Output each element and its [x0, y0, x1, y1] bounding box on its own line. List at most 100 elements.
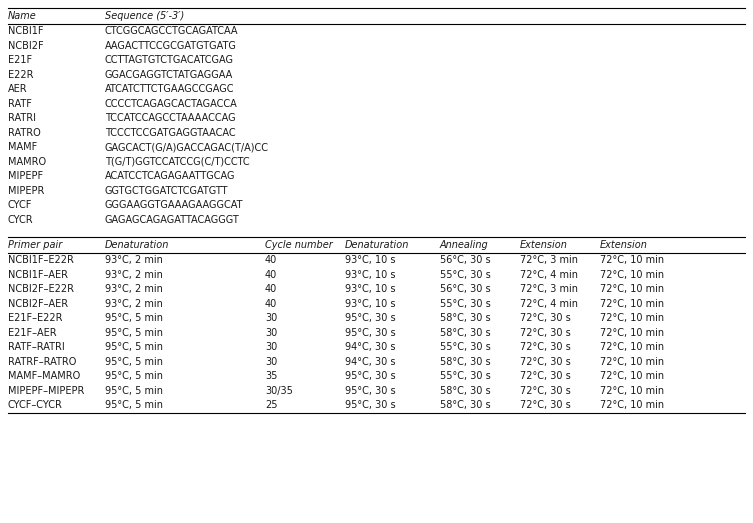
Text: 72°C, 10 min: 72°C, 10 min	[600, 342, 664, 353]
Text: 95°C, 5 min: 95°C, 5 min	[105, 371, 163, 381]
Text: MAMF: MAMF	[8, 142, 37, 152]
Text: 30: 30	[265, 342, 277, 353]
Text: Extension: Extension	[520, 240, 568, 250]
Text: RATF: RATF	[8, 99, 32, 109]
Text: E22R: E22R	[8, 70, 33, 79]
Text: MAMRO: MAMRO	[8, 157, 46, 167]
Text: 72°C, 10 min: 72°C, 10 min	[600, 400, 664, 410]
Text: 72°C, 30 s: 72°C, 30 s	[520, 371, 571, 381]
Text: Name: Name	[8, 11, 37, 21]
Text: 93°C, 10 s: 93°C, 10 s	[345, 299, 395, 309]
Text: CTCGGCAGCCTGCAGATCAA: CTCGGCAGCCTGCAGATCAA	[105, 26, 239, 36]
Text: GAGCACT(G/A)GACCAGAC(T/A)CC: GAGCACT(G/A)GACCAGAC(T/A)CC	[105, 142, 269, 152]
Text: 72°C, 10 min: 72°C, 10 min	[600, 371, 664, 381]
Text: 72°C, 10 min: 72°C, 10 min	[600, 299, 664, 309]
Text: NCBI2F–AER: NCBI2F–AER	[8, 299, 68, 309]
Text: 40: 40	[265, 255, 277, 265]
Text: 72°C, 10 min: 72°C, 10 min	[600, 386, 664, 396]
Text: 30: 30	[265, 313, 277, 323]
Text: E21F–E22R: E21F–E22R	[8, 313, 62, 323]
Text: 58°C, 30 s: 58°C, 30 s	[440, 328, 491, 338]
Text: 95°C, 30 s: 95°C, 30 s	[345, 400, 395, 410]
Text: 72°C, 30 s: 72°C, 30 s	[520, 386, 571, 396]
Text: 55°C, 30 s: 55°C, 30 s	[440, 371, 491, 381]
Text: GGACGAGGTCTATGAGGAA: GGACGAGGTCTATGAGGAA	[105, 70, 233, 79]
Text: AER: AER	[8, 84, 28, 94]
Text: 72°C, 10 min: 72°C, 10 min	[600, 284, 664, 294]
Text: 72°C, 30 s: 72°C, 30 s	[520, 342, 571, 353]
Text: E21F–AER: E21F–AER	[8, 328, 56, 338]
Text: ATCATCTTCTGAAGCCGAGC: ATCATCTTCTGAAGCCGAGC	[105, 84, 234, 94]
Text: NCBI2F: NCBI2F	[8, 41, 44, 51]
Text: CCCCTCAGAGCACTAGACCA: CCCCTCAGAGCACTAGACCA	[105, 99, 238, 109]
Text: 58°C, 30 s: 58°C, 30 s	[440, 313, 491, 323]
Text: 56°C, 30 s: 56°C, 30 s	[440, 284, 491, 294]
Text: 25: 25	[265, 400, 278, 410]
Text: 95°C, 30 s: 95°C, 30 s	[345, 386, 395, 396]
Text: 72°C, 3 min: 72°C, 3 min	[520, 284, 578, 294]
Text: MIPEPR: MIPEPR	[8, 186, 44, 196]
Text: 93°C, 10 s: 93°C, 10 s	[345, 270, 395, 280]
Text: Extension: Extension	[600, 240, 648, 250]
Text: 93°C, 10 s: 93°C, 10 s	[345, 255, 395, 265]
Text: CYCF: CYCF	[8, 200, 32, 210]
Text: NCBI1F–AER: NCBI1F–AER	[8, 270, 68, 280]
Text: Primer pair: Primer pair	[8, 240, 62, 250]
Text: 95°C, 5 min: 95°C, 5 min	[105, 386, 163, 396]
Text: 40: 40	[265, 284, 277, 294]
Text: 55°C, 30 s: 55°C, 30 s	[440, 270, 491, 280]
Text: 95°C, 5 min: 95°C, 5 min	[105, 328, 163, 338]
Text: RATF–RATRI: RATF–RATRI	[8, 342, 65, 353]
Text: MIPEPF: MIPEPF	[8, 171, 43, 181]
Text: 55°C, 30 s: 55°C, 30 s	[440, 342, 491, 353]
Text: 30: 30	[265, 328, 277, 338]
Text: MIPEPF–MIPEPR: MIPEPF–MIPEPR	[8, 386, 84, 396]
Text: 58°C, 30 s: 58°C, 30 s	[440, 400, 491, 410]
Text: 35: 35	[265, 371, 277, 381]
Text: 72°C, 10 min: 72°C, 10 min	[600, 357, 664, 367]
Text: 95°C, 5 min: 95°C, 5 min	[105, 342, 163, 353]
Text: 72°C, 10 min: 72°C, 10 min	[600, 328, 664, 338]
Text: Annealing: Annealing	[440, 240, 489, 250]
Text: 95°C, 30 s: 95°C, 30 s	[345, 328, 395, 338]
Text: 93°C, 2 min: 93°C, 2 min	[105, 284, 163, 294]
Text: 72°C, 4 min: 72°C, 4 min	[520, 299, 578, 309]
Text: NCBI2F–E22R: NCBI2F–E22R	[8, 284, 74, 294]
Text: 40: 40	[265, 270, 277, 280]
Text: RATRI: RATRI	[8, 113, 36, 123]
Text: CYCR: CYCR	[8, 215, 34, 225]
Text: 72°C, 3 min: 72°C, 3 min	[520, 255, 578, 265]
Text: TCCCTCCGATGAGGTAACAC: TCCCTCCGATGAGGTAACAC	[105, 128, 236, 138]
Text: 56°C, 30 s: 56°C, 30 s	[440, 255, 491, 265]
Text: 93°C, 2 min: 93°C, 2 min	[105, 270, 163, 280]
Text: RATRO: RATRO	[8, 128, 41, 138]
Text: GAGAGCAGAGATTACAGGGT: GAGAGCAGAGATTACAGGGT	[105, 215, 239, 225]
Text: E21F: E21F	[8, 55, 32, 65]
Text: 95°C, 30 s: 95°C, 30 s	[345, 371, 395, 381]
Text: 72°C, 30 s: 72°C, 30 s	[520, 328, 571, 338]
Text: 72°C, 30 s: 72°C, 30 s	[520, 400, 571, 410]
Text: NCBI1F–E22R: NCBI1F–E22R	[8, 255, 74, 265]
Text: GGTGCTGGATCTCGATGTT: GGTGCTGGATCTCGATGTT	[105, 186, 228, 196]
Text: CYCF–CYCR: CYCF–CYCR	[8, 400, 62, 410]
Text: 72°C, 10 min: 72°C, 10 min	[600, 255, 664, 265]
Text: 72°C, 4 min: 72°C, 4 min	[520, 270, 578, 280]
Text: 93°C, 2 min: 93°C, 2 min	[105, 255, 163, 265]
Text: 72°C, 30 s: 72°C, 30 s	[520, 313, 571, 323]
Text: 93°C, 2 min: 93°C, 2 min	[105, 299, 163, 309]
Text: NCBI1F: NCBI1F	[8, 26, 44, 36]
Text: 94°C, 30 s: 94°C, 30 s	[345, 357, 395, 367]
Text: MAMF–MAMRO: MAMF–MAMRO	[8, 371, 81, 381]
Text: 95°C, 5 min: 95°C, 5 min	[105, 357, 163, 367]
Text: AAGACTTCCGCGATGTGATG: AAGACTTCCGCGATGTGATG	[105, 41, 237, 51]
Text: CCTTAGTGTCTGACATCGAG: CCTTAGTGTCTGACATCGAG	[105, 55, 234, 65]
Text: 94°C, 30 s: 94°C, 30 s	[345, 342, 395, 353]
Text: 30: 30	[265, 357, 277, 367]
Text: 58°C, 30 s: 58°C, 30 s	[440, 357, 491, 367]
Text: 72°C, 10 min: 72°C, 10 min	[600, 270, 664, 280]
Text: T(G/T)GGTCCATCCG(C/T)CCTC: T(G/T)GGTCCATCCG(C/T)CCTC	[105, 157, 250, 167]
Text: 58°C, 30 s: 58°C, 30 s	[440, 386, 491, 396]
Text: GGGAAGGTGAAAGAAGGCAT: GGGAAGGTGAAAGAAGGCAT	[105, 200, 243, 210]
Text: RATRF–RATRO: RATRF–RATRO	[8, 357, 76, 367]
Text: 40: 40	[265, 299, 277, 309]
